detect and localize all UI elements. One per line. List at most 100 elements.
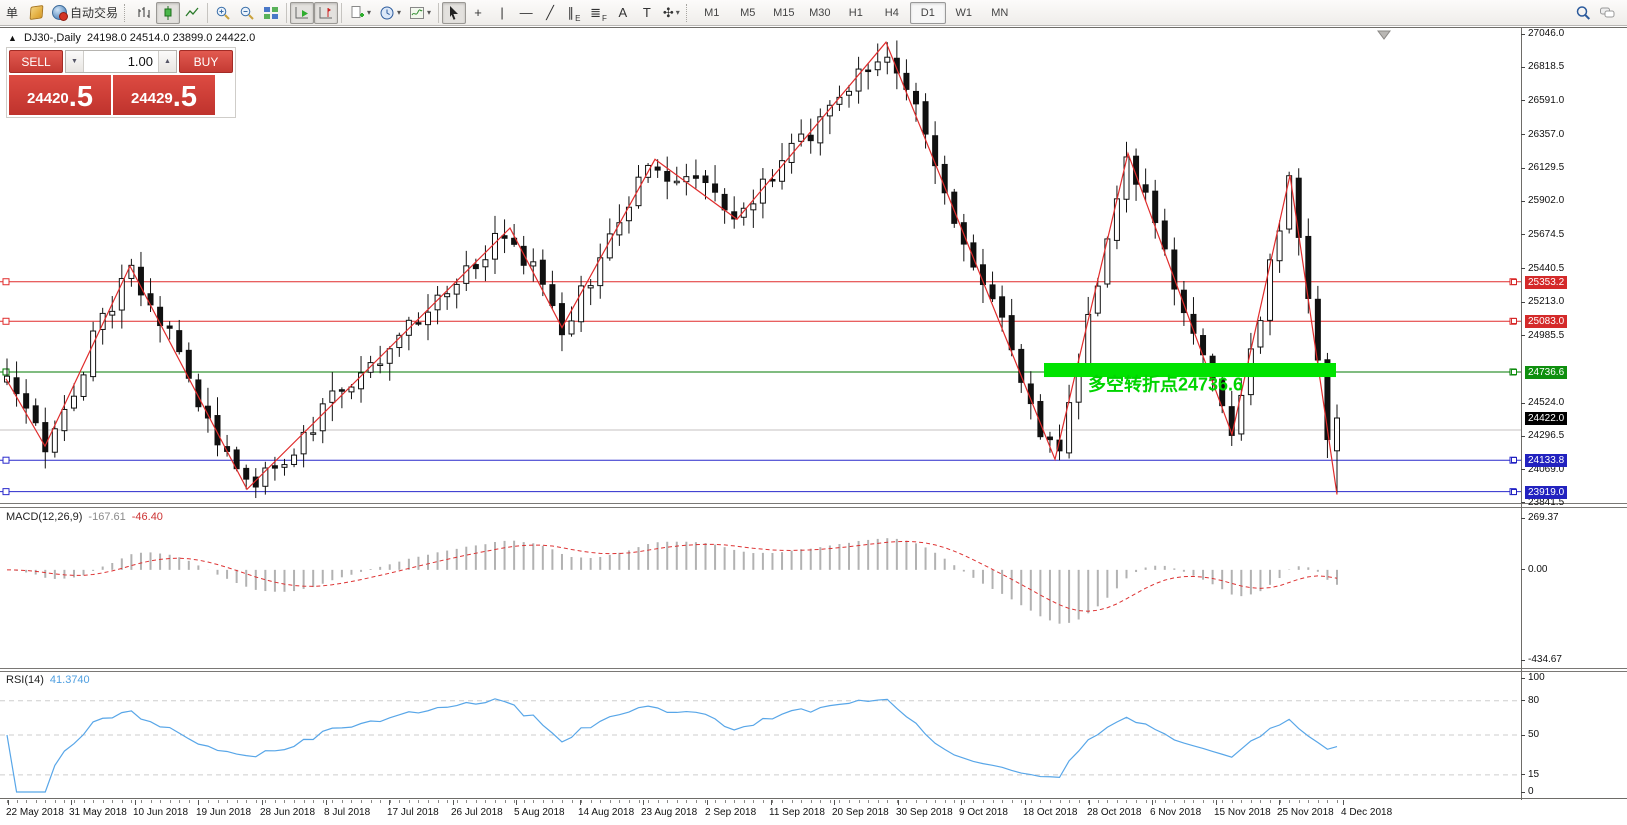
- hline-anchor[interactable]: [1511, 278, 1517, 285]
- candle: [903, 72, 910, 90]
- timeframe-h1[interactable]: H1: [848, 6, 863, 19]
- candle: [779, 160, 786, 182]
- timeframe-h4[interactable]: H4: [884, 6, 899, 19]
- axis-tick: [1521, 700, 1525, 702]
- bar-tick: [925, 800, 927, 803]
- axis-tick-label: 50: [1528, 729, 1540, 740]
- new-order-button[interactable]: 单: [0, 2, 24, 24]
- cursor-button[interactable]: [442, 1, 467, 24]
- pane-separator[interactable]: [0, 503, 1627, 508]
- timeframe-mn[interactable]: MN: [991, 6, 1009, 19]
- candle: [338, 389, 345, 392]
- auto-scroll-button[interactable]: [290, 1, 315, 24]
- bar-tick: [523, 800, 525, 803]
- bar-tick: [207, 800, 209, 803]
- periods-button[interactable]: ▾: [375, 2, 405, 24]
- timeframe-m1[interactable]: M1: [704, 6, 720, 19]
- tile-windows-button[interactable]: [259, 2, 283, 24]
- candlestick-chart-button[interactable]: [156, 1, 181, 24]
- horizontal-line-button[interactable]: —: [514, 2, 538, 24]
- volume-input[interactable]: [84, 51, 158, 72]
- gold-tool-button[interactable]: [24, 2, 48, 24]
- hline-anchor[interactable]: [1511, 318, 1517, 325]
- axis-tick-label: 0: [1528, 786, 1534, 797]
- chat-button[interactable]: [1595, 2, 1619, 24]
- equidistant-channel-button[interactable]: ∥ E: [567, 5, 581, 23]
- hline-anchor[interactable]: [1511, 488, 1517, 495]
- bar-tick: [284, 800, 286, 803]
- bar-chart-button[interactable]: [132, 2, 156, 24]
- bid-price[interactable]: 24420.5: [9, 75, 111, 115]
- timeframe-w1[interactable]: W1: [955, 6, 973, 19]
- timeframe-m5[interactable]: M5: [740, 6, 756, 19]
- bar-tick: [1298, 800, 1300, 803]
- chart-shift-button[interactable]: [314, 1, 339, 24]
- timeframe-d1[interactable]: D1: [909, 1, 946, 24]
- hline-anchor[interactable]: [1511, 368, 1517, 375]
- hline-anchor[interactable]: [2, 368, 10, 376]
- zoom-out-button[interactable]: [235, 2, 259, 24]
- fibonacci-button[interactable]: ≣ F: [590, 5, 607, 23]
- templates-button[interactable]: ▾: [345, 2, 375, 24]
- search-button[interactable]: [1571, 2, 1595, 24]
- trendline-button[interactable]: ╱: [538, 2, 562, 24]
- candle: [252, 476, 259, 488]
- price-axis[interactable]: 27046.0 26818.5 26591.0 26357.0 26129.5 25902…: [1511, 0, 1627, 825]
- line-chart-button[interactable]: [180, 2, 204, 24]
- main-chart-pane[interactable]: 多空转折点24736.6: [0, 28, 1521, 503]
- buy-button[interactable]: BUY: [179, 50, 233, 73]
- candle: [1142, 184, 1149, 193]
- zoom-out-icon: [240, 6, 254, 20]
- candle: [989, 284, 996, 300]
- pivot-highlight-band[interactable]: [1044, 362, 1336, 378]
- hline-anchor[interactable]: [2, 488, 10, 496]
- time-axis[interactable]: 22 May 2018 31 May 2018 10 Jun 2018 19 Jun …: [0, 800, 1521, 824]
- zoom-in-button[interactable]: [211, 2, 235, 24]
- volume-increase-button[interactable]: ▲: [158, 51, 176, 72]
- zigzag-line[interactable]: [5, 41, 1338, 495]
- hline-anchor[interactable]: [2, 317, 10, 325]
- date-tick: [389, 800, 390, 805]
- line-chart-icon: [185, 7, 199, 16]
- candle: [635, 176, 642, 207]
- date-tick: [1279, 800, 1280, 805]
- candle: [1037, 400, 1044, 438]
- bar-tick: [906, 800, 908, 803]
- pane-separator[interactable]: [0, 668, 1627, 672]
- macd-signal-line: [6, 540, 1338, 612]
- macd-pane[interactable]: [0, 508, 1521, 668]
- price-label: 24133.8: [1525, 454, 1568, 468]
- auto-scroll-icon: [295, 6, 309, 18]
- bar-tick: [1183, 800, 1185, 803]
- crosshair-button[interactable]: +: [466, 2, 490, 24]
- hline-anchor[interactable]: [2, 456, 10, 464]
- candle: [1161, 220, 1168, 250]
- pivot-annotation-text[interactable]: 多空转折点24736.6: [1088, 374, 1243, 395]
- arrows-button[interactable]: ✣ ▾: [659, 2, 684, 24]
- candle: [846, 90, 853, 96]
- indicators-icon: [410, 6, 425, 19]
- candle: [118, 278, 125, 311]
- indicators-button[interactable]: ▾: [405, 2, 435, 24]
- bar-tick: [1040, 800, 1042, 803]
- hline-anchor[interactable]: [1511, 457, 1517, 464]
- chart-shift-marker[interactable]: [1377, 30, 1391, 40]
- text-label-button[interactable]: T: [635, 2, 659, 24]
- bar-tick: [437, 800, 439, 803]
- candle: [13, 377, 20, 395]
- axis-tick-label: 24069.0: [1528, 463, 1565, 475]
- sell-button[interactable]: SELL: [9, 50, 63, 73]
- vertical-line-button[interactable]: |: [490, 2, 514, 24]
- timeframe-m15[interactable]: M15: [773, 6, 795, 19]
- rsi-pane[interactable]: [0, 672, 1521, 798]
- volume-decrease-button[interactable]: ▼: [66, 51, 84, 72]
- bar-tick: [877, 800, 879, 803]
- axis-tick-label: 26357.0: [1528, 128, 1565, 140]
- axis-tick: [1521, 791, 1525, 793]
- ask-price[interactable]: 24429.5: [113, 75, 215, 115]
- timeframe-m30[interactable]: M30: [809, 6, 831, 19]
- text-button[interactable]: A: [611, 2, 635, 24]
- auto-trading-button[interactable]: 自动交易: [48, 2, 122, 24]
- candle: [712, 183, 719, 193]
- hline-anchor[interactable]: [2, 278, 10, 286]
